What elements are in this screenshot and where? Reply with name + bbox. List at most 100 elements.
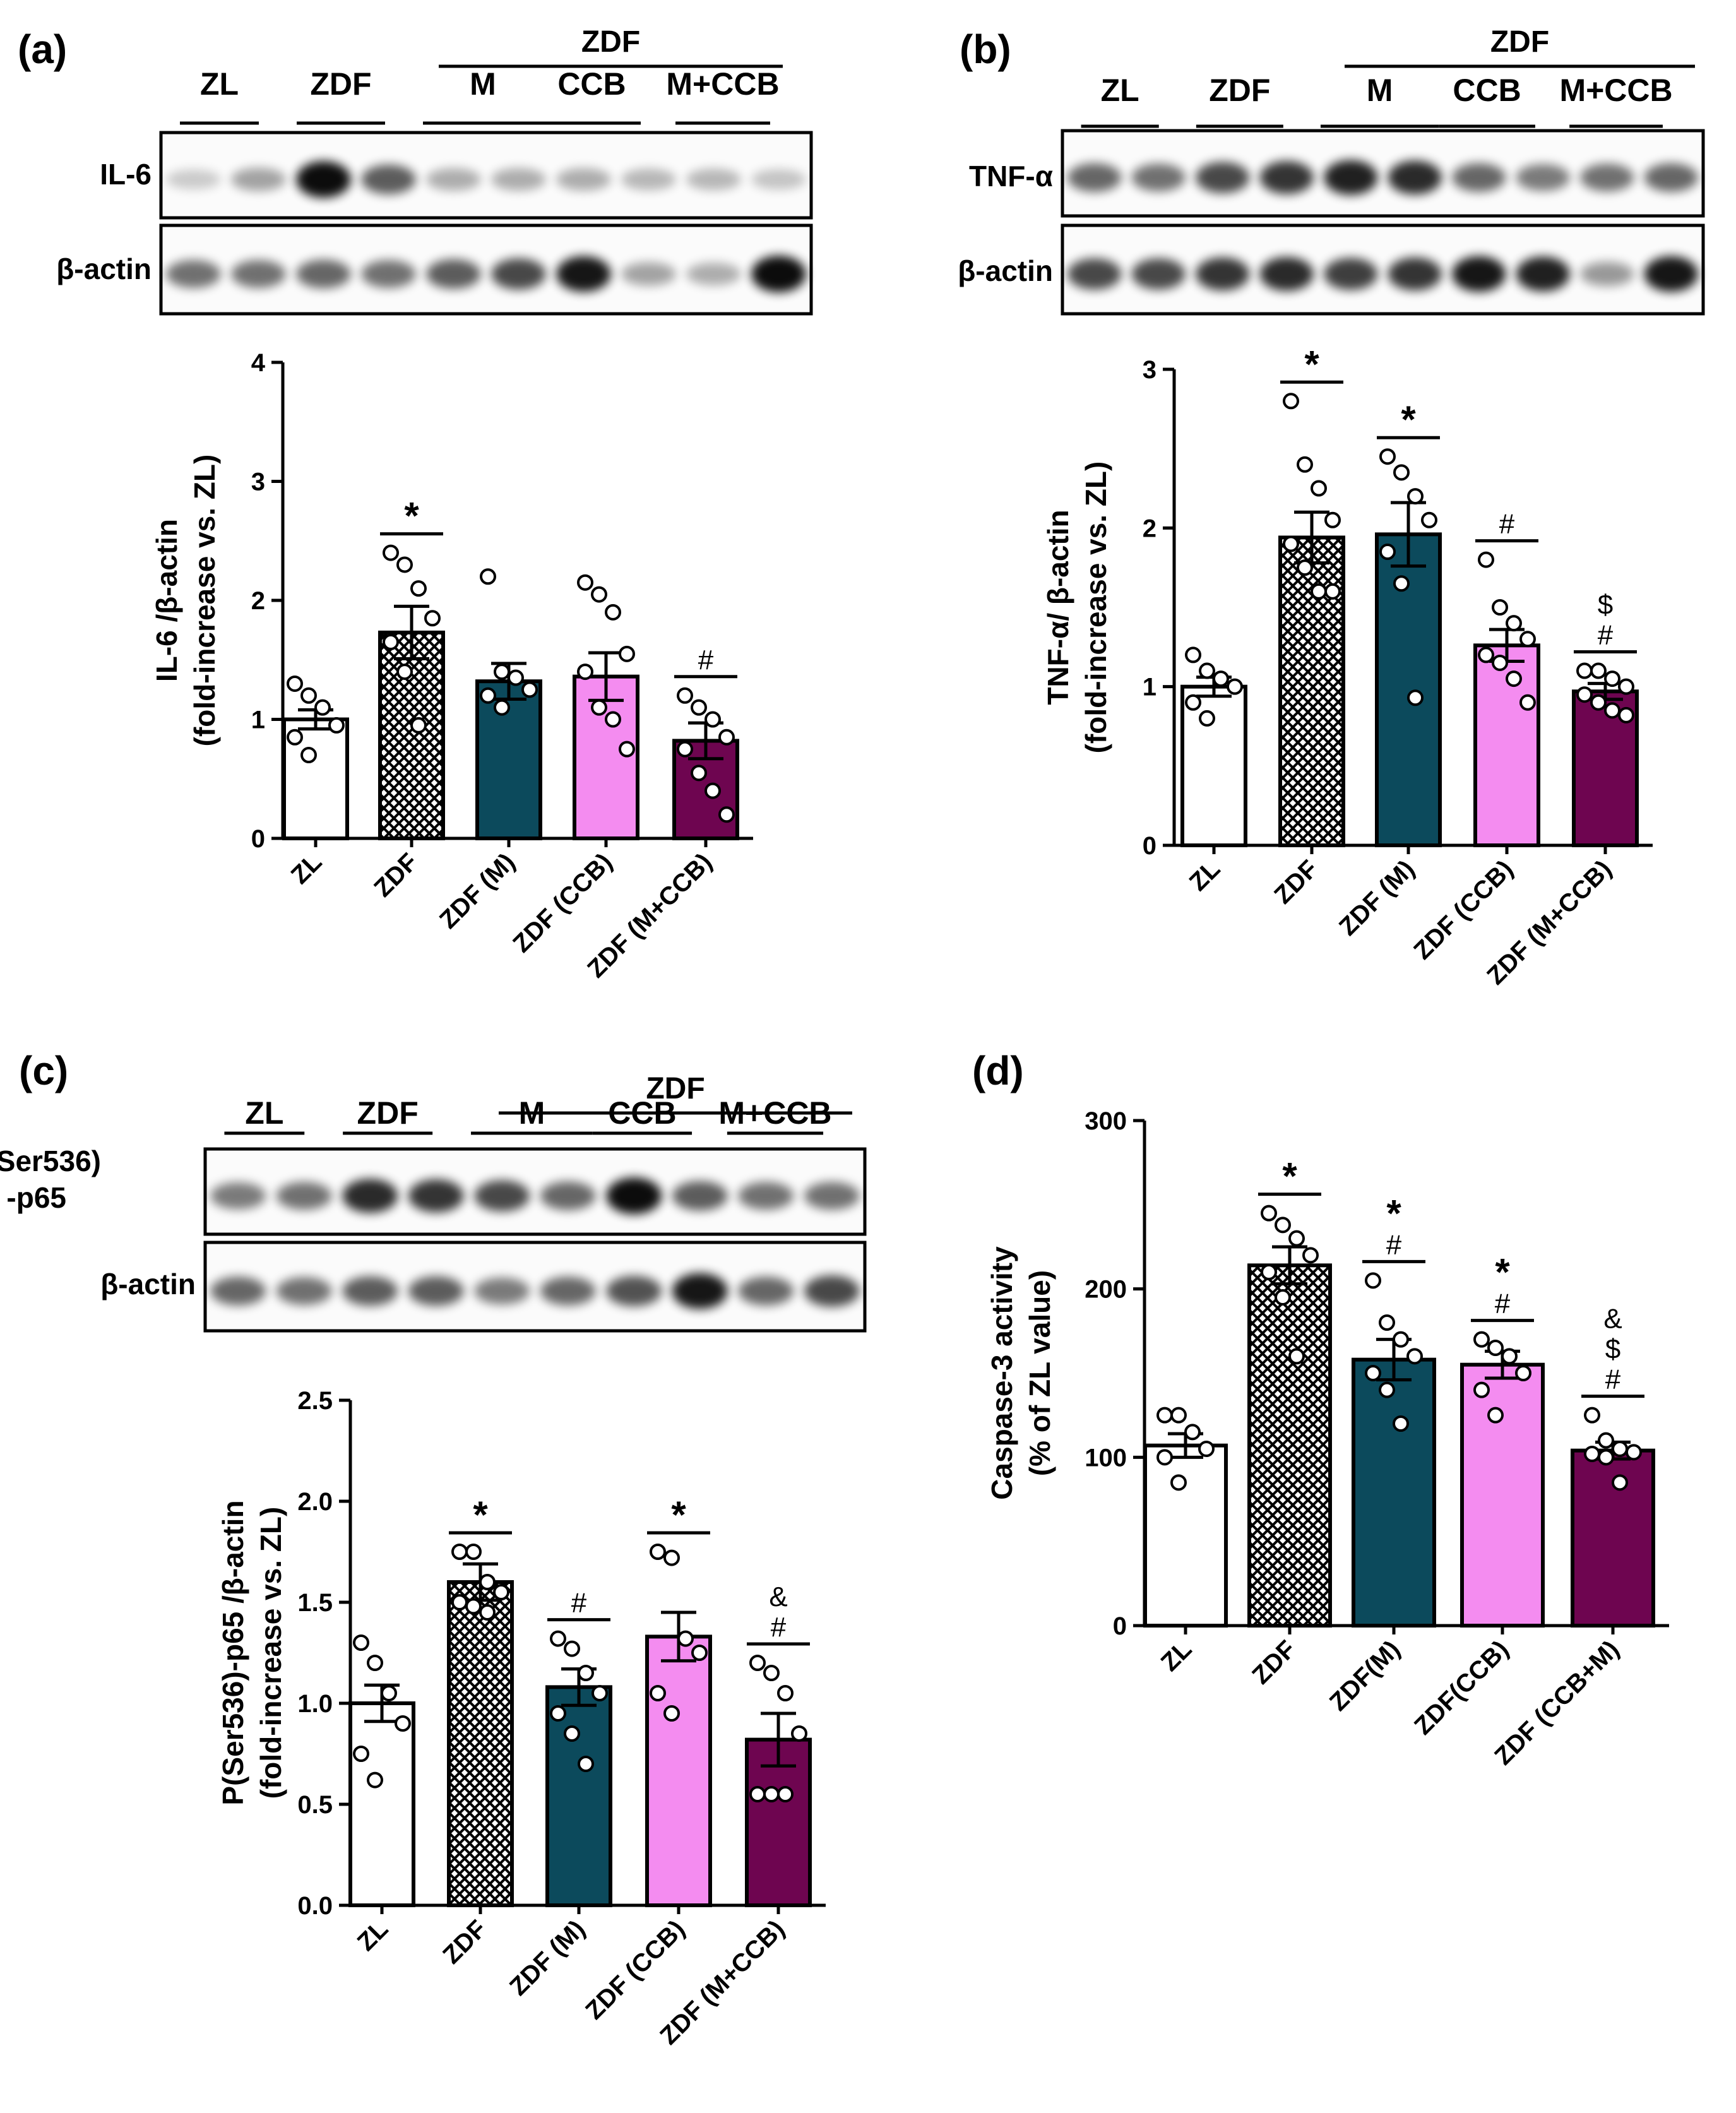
blot-c-group-label: ZDF [357, 1095, 419, 1131]
blot-band [342, 1276, 398, 1306]
blot-band [540, 1181, 596, 1210]
blot-band [1131, 164, 1186, 192]
chart-d-bar [1460, 1362, 1545, 1628]
chart-b-y-tick-label: 0 [1143, 832, 1156, 860]
chart-a-data-point [619, 645, 635, 662]
chart-c-data-point [749, 1655, 766, 1671]
chart-a-y-axis-title: IL-6 /β-actin [150, 519, 183, 682]
chart-a-data-point [300, 747, 317, 764]
chart-b-data-point [1618, 678, 1634, 695]
chart-a-data-point [410, 580, 427, 597]
chart-c-data-point [564, 1640, 580, 1657]
blot-band [1324, 258, 1378, 290]
blot-band [686, 263, 741, 285]
chart-a-x-tick-label: ZL [286, 848, 328, 890]
chart-a-data-point [705, 782, 721, 799]
chart-a-y-tick-label: 4 [251, 349, 266, 377]
chart-b-significance-mark: # [1598, 620, 1614, 651]
blot-band [1196, 257, 1250, 291]
chart-d-significance-mark: * [1495, 1251, 1510, 1294]
chart-a-data-point [677, 687, 693, 704]
chart-b-data-point [1492, 654, 1508, 671]
chart-d-data-point [1288, 1348, 1305, 1365]
chart-a-significance-mark: # [698, 645, 714, 676]
blot-band [556, 168, 611, 191]
blot-a-row-label: IL-6 [100, 158, 152, 191]
chart-c-data-point [451, 1594, 468, 1610]
chart-b-data-point [1519, 631, 1536, 648]
blot-c-group-label: M+CCB [718, 1095, 831, 1131]
chart-d-data-point [1365, 1365, 1381, 1381]
chart-d-data-point [1156, 1449, 1173, 1466]
blot-c-group-label: CCB [608, 1095, 676, 1131]
blot-c-group-label: M [519, 1095, 545, 1131]
blot-b-row-label: TNF-α [969, 160, 1053, 193]
blot-b-zdf-heading: ZDF [1490, 25, 1549, 59]
chart-c-data-point [465, 1544, 482, 1560]
chart-d-x-tick-label: ZDF(CCB) [1409, 1635, 1514, 1740]
chart-a-data-point [508, 669, 524, 686]
blot-band [804, 1275, 860, 1307]
blot-band [540, 1277, 596, 1306]
chart-b-data-point [1478, 551, 1494, 568]
chart-d-y-tick-label: 300 [1085, 1107, 1127, 1135]
chart-b-data-point [1519, 694, 1536, 711]
blot-band [408, 1179, 464, 1213]
chart-c-data-point [791, 1725, 807, 1742]
blot-a-row-label: β-actin [56, 253, 152, 285]
chart-c-significance-mark: & [769, 1581, 787, 1612]
chart-d-x-tick-label: ZDF [1247, 1635, 1301, 1689]
chart-a-data-point [383, 633, 399, 650]
chart-d-data-point [1184, 1424, 1201, 1441]
chart-d-data-point [1584, 1407, 1600, 1424]
chart-a-y-tick-label: 3 [251, 468, 265, 496]
chart-b-data-point [1492, 599, 1508, 616]
blot-band [606, 1177, 662, 1215]
chart-c-data-point [650, 1544, 666, 1560]
chart-a-y-tick-label: 2 [251, 587, 265, 615]
panel-c-label: (c) [19, 1048, 68, 1093]
chart-a-data-point [605, 604, 621, 621]
chart-b-data-point [1604, 702, 1620, 719]
blot-band [1516, 164, 1570, 191]
chart-c-x-tick-label: ZL [352, 1915, 394, 1956]
chart-a-x-tick-label: ZDF (CCB) [508, 848, 617, 958]
chart-d-data-point [1487, 1340, 1504, 1356]
blot-a-group-label: CCB [557, 66, 626, 102]
blot-band [361, 260, 416, 288]
chart-c-data-point [493, 1584, 509, 1600]
panel-a-label: (a) [18, 27, 67, 72]
chart-d-data-point [1261, 1205, 1277, 1222]
blot-band [276, 1277, 332, 1305]
chart-d-bar [1247, 1263, 1332, 1628]
chart-b-data-point [1576, 662, 1593, 679]
chart-c-data-point [465, 1598, 482, 1615]
chart-c-data-point [663, 1705, 680, 1722]
blot-c-row-label: P(Ser536) [0, 1145, 101, 1177]
blot-b-group-label: CCB [1453, 73, 1521, 108]
chart-d-significance-mark: $ [1605, 1334, 1620, 1365]
panel-b-label: (b) [960, 27, 1011, 72]
chart-a-data-point [605, 711, 621, 728]
chart-d-y-axis-title: (% of ZL value) [1023, 1270, 1056, 1476]
chart-c-y-axis-title: P(Ser536)-p65 /β-actin [217, 1500, 249, 1805]
blot-band [686, 169, 741, 191]
chart-d-x-tick-label: ZDF(M) [1324, 1635, 1405, 1716]
chart-b-data-point [1199, 662, 1215, 679]
chart-a-data-point [521, 681, 538, 698]
blot-b-group-label: ZDF [1209, 73, 1270, 108]
chart-b-data-point [1227, 678, 1243, 695]
chart-d-data-point [1302, 1247, 1319, 1264]
blot-a-group-label: M [470, 66, 496, 102]
chart-c-data-point [451, 1544, 468, 1560]
chart-a-y-tick-label: 0 [251, 825, 265, 853]
blot-band [296, 259, 351, 289]
chart-c-data-point [367, 1655, 383, 1671]
blot-c-group-label: ZL [245, 1095, 283, 1131]
chart-b-data-point [1297, 456, 1313, 473]
blot-band [276, 1182, 332, 1210]
chart-a-bar [378, 630, 445, 841]
chart-b-data-point [1311, 480, 1327, 497]
chart-d-significance-mark: # [1605, 1364, 1621, 1395]
